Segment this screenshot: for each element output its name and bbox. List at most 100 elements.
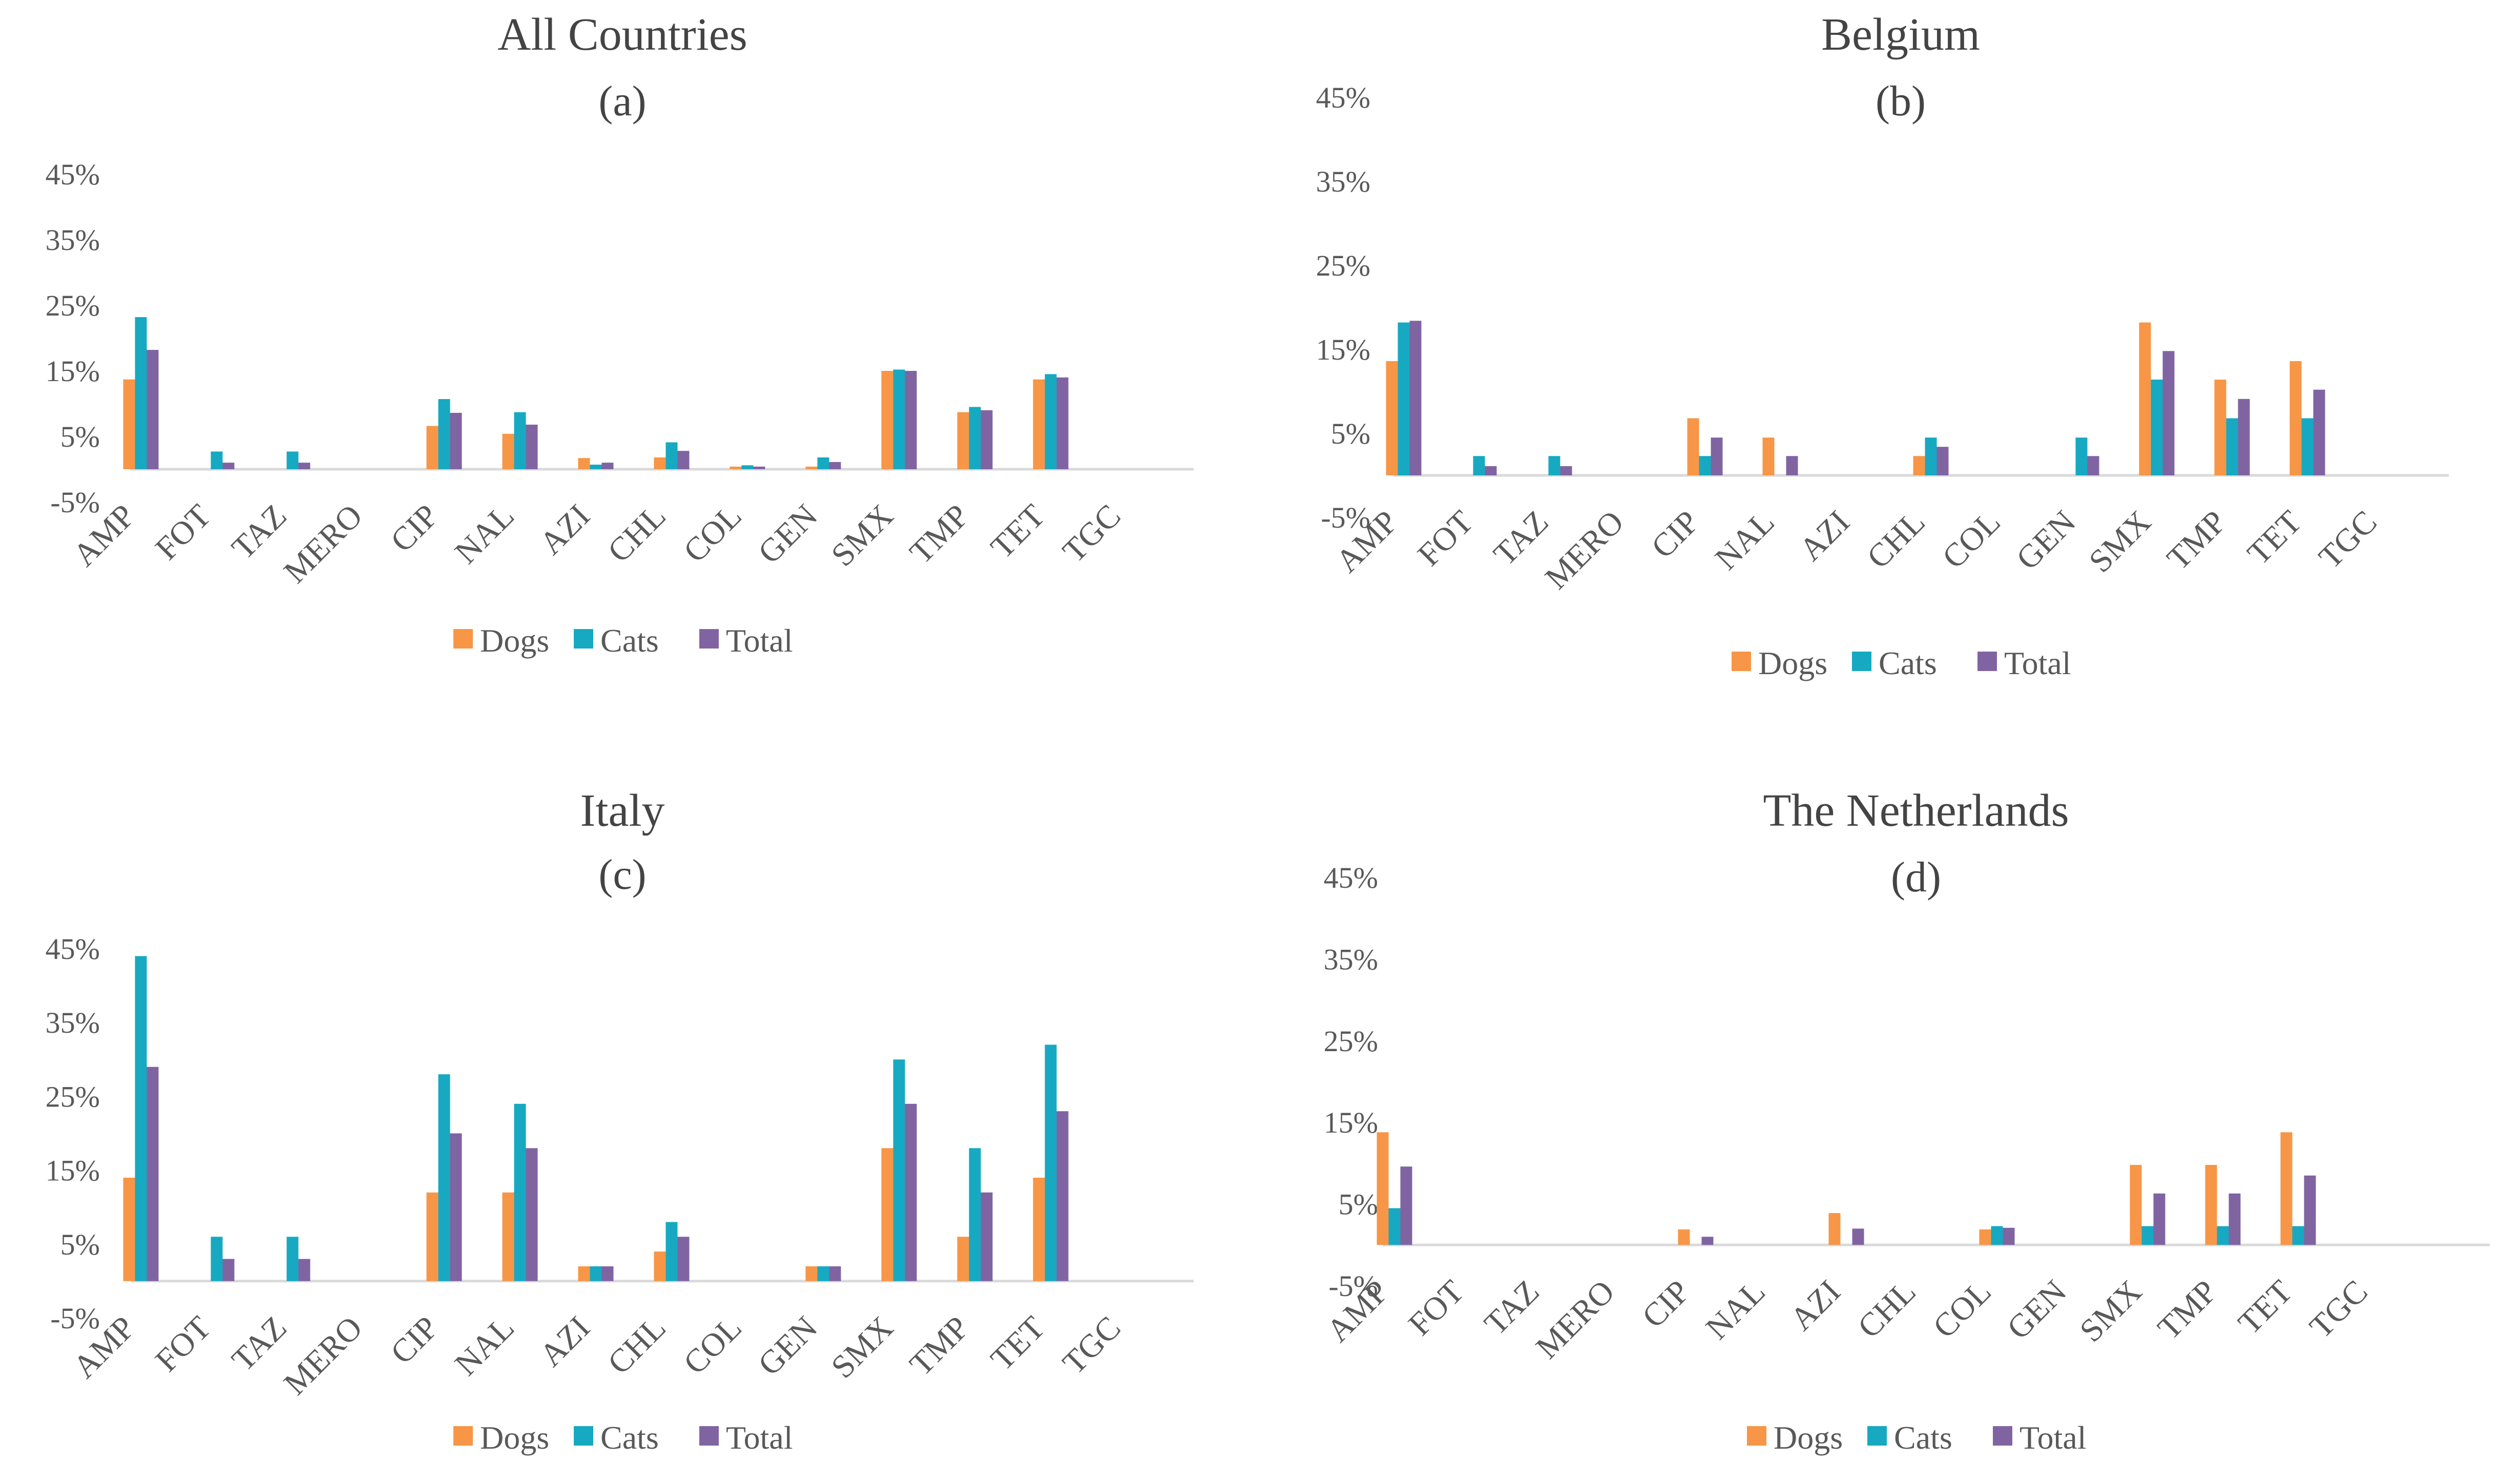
x-tick-label: SMX — [2082, 504, 2158, 579]
legend-label-cats: Cats — [1894, 1419, 1952, 1456]
bar-cats-col — [741, 465, 754, 469]
y-tick-label: 15% — [46, 1154, 100, 1187]
x-tick-label: TGC — [2302, 1273, 2375, 1345]
bar-dogs-chl — [1913, 456, 1925, 475]
bar-total-smx — [905, 1103, 917, 1281]
bar-dogs-cip — [1687, 418, 1699, 475]
legend-label-total: Total — [2019, 1419, 2087, 1456]
bar-total-chl — [677, 1237, 690, 1281]
x-tick-label: NAL — [448, 1309, 521, 1383]
x-tick-label: CIP — [383, 497, 445, 559]
bar-total-fot — [222, 463, 235, 469]
bar-dogs-amp — [123, 379, 135, 469]
bar-cats-fot — [211, 451, 223, 469]
bar-total-fot — [1485, 466, 1497, 475]
bar-total-azi — [1852, 1228, 1864, 1245]
bar-cats-chl — [665, 442, 678, 469]
x-tick-label: CIP — [383, 1309, 445, 1371]
y-tick-label: -5% — [1321, 501, 1370, 534]
bar-cats-amp — [1388, 1208, 1401, 1245]
bar-dogs-nal — [502, 1192, 514, 1281]
bar-dogs-amp — [1377, 1132, 1389, 1245]
bar-total-taz — [298, 463, 310, 469]
y-tick-label: 35% — [46, 223, 100, 257]
y-tick-label: 5% — [1339, 1188, 1378, 1221]
y-tick-label: -5% — [1328, 1269, 1378, 1303]
x-tick-label: TET — [2240, 504, 2308, 572]
bar-total-cip — [1701, 1237, 1714, 1245]
x-tick-label: COL — [676, 497, 748, 570]
chart-subtitle: (d) — [1891, 853, 1941, 901]
bar-cats-col — [1991, 1226, 2003, 1245]
legend-label-dogs: Dogs — [480, 622, 549, 659]
chart-panel-1: Belgium(b)45%35%25%15%5%-5%AMP FOT TAZMERO… — [1316, 9, 2449, 681]
y-tick-label: 35% — [1316, 165, 1370, 198]
x-tick-label: TMP — [2151, 1273, 2224, 1346]
legend-swatch-total — [1977, 652, 1997, 671]
bar-cats-cip — [1699, 456, 1711, 475]
bar-dogs-gen — [805, 466, 818, 469]
bar-dogs-smx — [2139, 322, 2151, 475]
bar-total-tet — [1056, 1111, 1069, 1281]
bar-total-tet — [1056, 377, 1069, 469]
chart-title: Belgium — [1821, 9, 1980, 60]
x-tick-label: CHL — [600, 1309, 673, 1382]
legend-swatch-cats — [574, 1426, 593, 1446]
x-tick-label: TMP — [903, 1309, 976, 1383]
bar-total-taz — [1560, 466, 1572, 475]
y-tick-label: 35% — [1324, 943, 1378, 976]
chart-subtitle: (a) — [598, 77, 646, 125]
bar-cats-cip — [438, 1074, 450, 1281]
bar-cats-azi — [590, 465, 602, 469]
bar-cats-chl — [1925, 437, 1937, 475]
bar-cats-smx — [2151, 380, 2163, 475]
y-tick-label: 5% — [60, 1228, 100, 1261]
bar-cats-azi — [590, 1266, 602, 1281]
bar-dogs-col — [1979, 1229, 1991, 1245]
x-tick-label: NAL — [1708, 504, 1781, 577]
legend-label-cats: Cats — [1879, 645, 1937, 681]
bar-cats-smx — [893, 1059, 905, 1281]
bar-cats-smx — [2141, 1226, 2154, 1245]
x-tick-label: SMX — [2073, 1273, 2149, 1349]
bar-cats-tet — [2301, 418, 2314, 475]
y-tick-label: 15% — [1324, 1106, 1378, 1139]
x-tick-label: GEN — [2000, 1273, 2073, 1346]
bar-cats-chl — [665, 1222, 678, 1281]
legend-swatch-dogs — [1732, 652, 1751, 671]
x-tick-label: MERO — [1529, 1273, 1621, 1366]
bar-dogs-col — [730, 466, 742, 469]
legend-label-dogs: Dogs — [1774, 1419, 1843, 1456]
bar-dogs-azi — [578, 1266, 590, 1281]
chart-panel-3: The Netherlands(d)45%35%25%15%5%-5%AMP FO… — [1320, 785, 2490, 1456]
bar-total-gen — [829, 1266, 841, 1281]
bar-dogs-tet — [2280, 1132, 2293, 1245]
bar-dogs-tmp — [2205, 1165, 2217, 1245]
bar-total-col — [2003, 1227, 2015, 1245]
y-tick-label: 35% — [46, 1006, 100, 1039]
bar-cats-gen — [817, 1266, 829, 1281]
bar-dogs-smx — [881, 371, 893, 469]
bar-total-smx — [905, 371, 917, 469]
legend-swatch-cats — [1867, 1426, 1887, 1446]
x-tick-label: TAZ — [224, 497, 294, 567]
x-tick-label: TAZ — [1486, 504, 1555, 573]
y-tick-label: 25% — [1324, 1025, 1378, 1058]
bar-total-nal — [526, 424, 538, 469]
x-tick-label: SMX — [824, 1309, 900, 1385]
bar-total-cip — [450, 1133, 462, 1281]
x-tick-label: AZI — [1783, 1273, 1847, 1337]
chart-title: All Countries — [497, 9, 747, 60]
bar-dogs-smx — [2130, 1165, 2142, 1245]
x-tick-label: FOT — [1401, 1273, 1471, 1343]
legend-label-total: Total — [726, 622, 793, 659]
x-tick-label: TAZ — [1477, 1273, 1546, 1342]
legend-swatch-total — [699, 629, 719, 649]
legend-swatch-dogs — [1747, 1426, 1766, 1446]
x-tick-label: COL — [1935, 504, 2007, 576]
bar-dogs-cip — [426, 426, 439, 469]
bar-dogs-chl — [654, 1251, 666, 1281]
bar-total-azi — [601, 463, 614, 469]
y-tick-label: 45% — [1316, 81, 1370, 114]
x-tick-label: CHL — [600, 497, 673, 570]
